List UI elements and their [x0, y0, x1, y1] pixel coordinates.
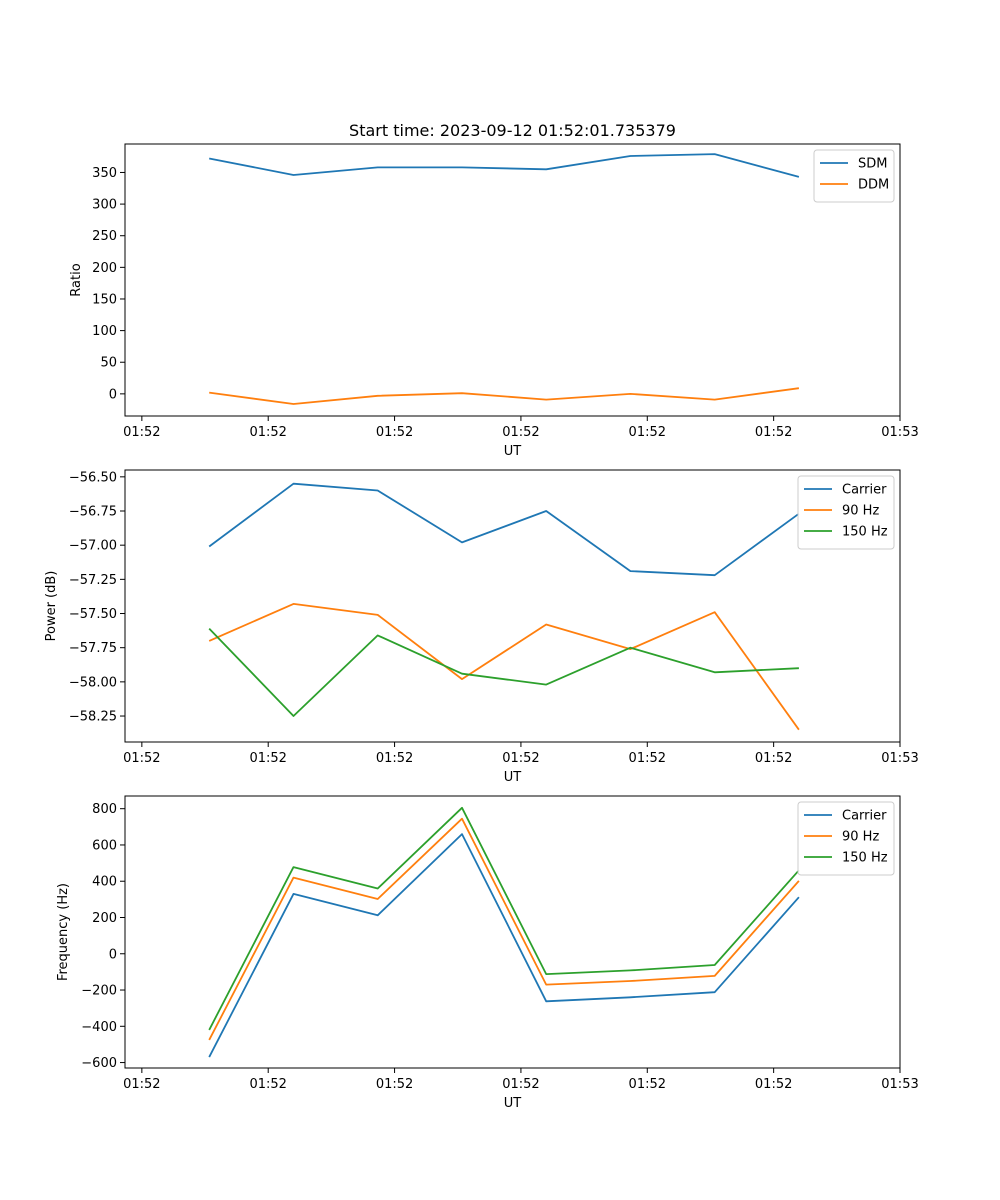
x-tick-label: 01:52 [502, 751, 539, 766]
legend: Carrier 90 Hz 150 Hz [797, 801, 895, 876]
x-axis-label: UT [504, 444, 522, 459]
x-tick-label: 01:52 [629, 425, 666, 440]
y-tick-label: 0 [109, 387, 117, 402]
y-tick-label: 250 [92, 229, 117, 244]
y-tick-label: 200 [92, 911, 117, 926]
y-tick-label: −56.75 [69, 505, 117, 520]
chart-panel-1: Start time: 2023-09-12 01:52:01.73537901… [69, 121, 919, 459]
x-axis-label: UT [504, 770, 522, 785]
legend: Carrier 90 Hz 150 Hz [797, 475, 895, 550]
y-tick-label: −58.00 [69, 675, 117, 690]
y-tick-label: 300 [92, 198, 117, 213]
y-tick-label: −57.50 [69, 607, 117, 622]
y-tick-label: −600 [81, 1056, 117, 1071]
y-tick-label: −200 [81, 984, 117, 999]
x-tick-label: 01:52 [755, 1077, 792, 1092]
y-tick-label: 150 [92, 292, 117, 307]
y-tick-label: 400 [92, 875, 117, 890]
x-tick-label: 01:53 [881, 425, 918, 440]
x-tick-label: 01:52 [376, 1077, 413, 1092]
legend-label: 150 Hz [842, 525, 888, 540]
legend-label: 90 Hz [842, 830, 879, 845]
legend: SDM DDM [813, 149, 895, 203]
series-line-carrier [208, 482, 800, 577]
y-tick-label: 0 [109, 947, 117, 962]
x-tick-label: 01:52 [755, 425, 792, 440]
x-tick-label: 01:52 [249, 425, 286, 440]
y-tick-label: 100 [92, 324, 117, 339]
y-axis-label: Frequency (Hz) [56, 883, 71, 981]
x-tick-label: 01:52 [123, 425, 160, 440]
x-tick-label: 01:52 [249, 751, 286, 766]
x-tick-label: 01:52 [249, 1077, 286, 1092]
legend-label: 90 Hz [842, 504, 879, 519]
x-tick-label: 01:52 [629, 751, 666, 766]
y-tick-label: −58.25 [69, 710, 117, 725]
x-tick-label: 01:52 [629, 1077, 666, 1092]
y-tick-label: −57.00 [69, 539, 117, 554]
y-tick-label: 600 [92, 838, 117, 853]
series-line-sdm [209, 153, 800, 178]
series-line-ddm [209, 387, 800, 405]
chart-panel-3: 01:52 01:52 01:52 01:52 01:52 01:52 01:53 −600 −… [56, 795, 919, 1111]
x-tick-label: 01:52 [502, 425, 539, 440]
series-line-carrier [208, 833, 800, 1058]
x-tick-label: 01:52 [502, 1077, 539, 1092]
axes-frame [124, 469, 901, 743]
series-line-90-hz [208, 603, 800, 731]
legend-label: 150 Hz [842, 851, 888, 866]
legend-label: SDM [858, 157, 887, 172]
series-line-150-hz [208, 806, 800, 1031]
y-tick-label: −400 [81, 1020, 117, 1035]
x-tick-label: 01:53 [881, 751, 918, 766]
y-tick-label: −56.50 [69, 470, 117, 485]
x-tick-label: 01:52 [755, 751, 792, 766]
series-line-150-hz [208, 627, 799, 717]
x-tick-label: 01:52 [376, 751, 413, 766]
x-tick-label: 01:52 [123, 751, 160, 766]
x-tick-label: 01:53 [881, 1077, 918, 1092]
y-axis-label: Power (dB) [44, 571, 59, 642]
y-tick-label: 50 [100, 356, 117, 371]
x-tick-label: 01:52 [376, 425, 413, 440]
chart-panel-2: 01:52 01:52 01:52 01:52 01:52 01:52 01:53 −58.2… [44, 469, 919, 785]
y-tick-label: 350 [92, 166, 117, 181]
axes-frame [124, 143, 901, 417]
y-tick-label: −57.75 [69, 641, 117, 656]
y-tick-label: −57.25 [69, 573, 117, 588]
legend-label: Carrier [842, 809, 887, 824]
y-axis-label: Ratio [69, 263, 84, 296]
y-tick-label: 800 [92, 802, 117, 817]
legend-label: Carrier [842, 483, 887, 498]
legend-label: DDM [858, 178, 889, 193]
y-tick-label: 200 [92, 261, 117, 276]
x-axis-label: UT [504, 1096, 522, 1111]
x-tick-label: 01:52 [123, 1077, 160, 1092]
series-line-90-hz [208, 817, 800, 1041]
axes-frame [124, 795, 901, 1069]
chart-title: Start time: 2023-09-12 01:52:01.735379 [349, 121, 676, 140]
